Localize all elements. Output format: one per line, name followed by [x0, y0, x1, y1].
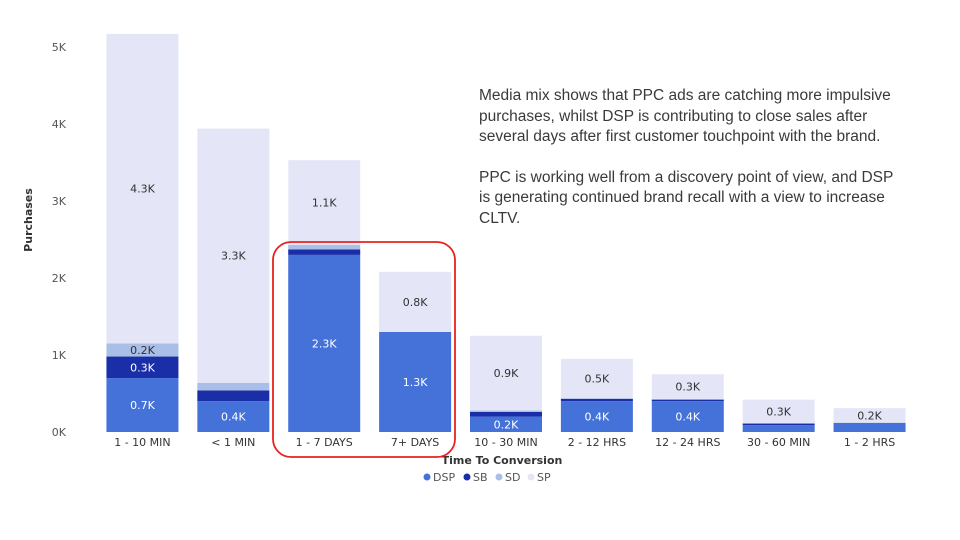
- x-tick-label: 1 - 2 HRS: [844, 436, 895, 449]
- bar-segment-sp: [106, 33, 179, 344]
- data-label: 0.3K: [130, 361, 155, 374]
- x-tick-label: 1 - 10 MIN: [114, 436, 170, 449]
- legend-label-dsp: DSP: [433, 471, 455, 484]
- legend-swatch-dsp: [423, 473, 431, 481]
- data-label: 1.1K: [312, 197, 337, 210]
- data-label: 3.3K: [221, 250, 246, 263]
- bar-segment-dsp: [197, 401, 270, 432]
- bar-segment-sp: [470, 335, 542, 411]
- x-tick-label: 2 - 12 HRS: [568, 436, 626, 449]
- bar-segment-sb: [197, 390, 270, 402]
- bar-segment-sb: [560, 398, 633, 402]
- y-tick-label: 4K: [52, 118, 67, 131]
- bar-segment-sb: [288, 249, 361, 255]
- data-labels: 0.7K 0.3K 0.2K 4.3K 0.4K 3.3K 2.3K 1.1K 1.3K 0.8K…: [130, 183, 883, 432]
- data-label: 0.2K: [130, 344, 155, 357]
- legend-label-sd: SD: [505, 471, 520, 484]
- bar-segment-sd: [560, 398, 633, 399]
- bar-segment-sp: [833, 408, 906, 423]
- data-label: 0.2K: [494, 418, 519, 431]
- bar-segment-dsp: [560, 401, 633, 432]
- x-tick-label: 7+ DAYS: [391, 436, 439, 449]
- x-axis-ticks: 1 - 10 MIN < 1 MIN 1 - 7 DAYS 7+ DAYS 10 - 3…: [114, 436, 895, 449]
- y-axis-title: Purchases: [22, 188, 35, 252]
- bar-segment-sb: [470, 411, 542, 417]
- bar-groups: [106, 33, 906, 432]
- legend-swatch-sp: [527, 473, 535, 481]
- bar-segment-dsp: [651, 401, 724, 432]
- data-label: 0.2K: [857, 409, 882, 422]
- data-label: 0.9K: [494, 367, 519, 380]
- y-tick-label: 5K: [52, 41, 67, 54]
- bar-segment-dsp: [833, 422, 906, 432]
- data-label: 0.8K: [403, 296, 428, 309]
- bar-segment-dsp: [742, 425, 815, 432]
- x-tick-label: 12 - 24 HRS: [655, 436, 720, 449]
- annotation-text-box: Media mix shows that PPC ads are catchin…: [479, 86, 899, 249]
- data-label: 0.4K: [675, 411, 700, 424]
- bar-segment-sd: [288, 244, 361, 250]
- data-label: 0.3K: [766, 406, 791, 419]
- bar-segment-sb: [651, 399, 724, 402]
- bar-segment-sp: [288, 160, 361, 245]
- legend: DSP SB SD SP: [423, 471, 551, 484]
- y-tick-label: 3K: [52, 195, 67, 208]
- bar-segment-sp: [379, 271, 452, 332]
- bar-segment-dsp: [470, 416, 542, 432]
- bar-segment-dsp: [379, 331, 452, 432]
- data-label: 0.5K: [585, 372, 610, 385]
- y-tick-label: 2K: [52, 272, 67, 285]
- data-label: 4.3K: [130, 183, 155, 196]
- x-axis-title: Time To Conversion: [442, 454, 563, 467]
- data-label: 0.4K: [221, 411, 246, 424]
- y-tick-label: 0K: [52, 426, 67, 439]
- data-label: 0.4K: [585, 411, 610, 424]
- x-tick-label: 10 - 30 MIN: [474, 436, 537, 449]
- bar-segment-sd: [651, 398, 724, 400]
- highlight-box: [272, 241, 456, 458]
- legend-label-sb: SB: [473, 471, 488, 484]
- data-label: 0.7K: [130, 399, 155, 412]
- bar-segment-dsp: [288, 254, 361, 432]
- bar-segment-sp: [560, 358, 633, 399]
- bar-segment-sp: [742, 399, 815, 424]
- bar-segment-dsp: [106, 378, 179, 432]
- bar-segment-sb: [742, 423, 815, 426]
- bar-segment-sd: [197, 382, 270, 391]
- bar-segment-sd: [470, 410, 542, 412]
- legend-swatch-sb: [463, 473, 471, 481]
- legend-swatch-sd: [495, 473, 503, 481]
- data-label: 2.3K: [312, 337, 337, 350]
- bar-segment-sp: [651, 374, 724, 399]
- data-label: 0.3K: [675, 381, 700, 394]
- bar-segment-sd: [106, 343, 179, 357]
- x-tick-label: 30 - 60 MIN: [747, 436, 810, 449]
- y-tick-label: 1K: [52, 349, 67, 362]
- bar-segment-sp: [197, 128, 270, 383]
- data-label: 1.3K: [403, 376, 428, 389]
- annotation-paragraph-2: PPC is working well from a discovery poi…: [479, 168, 894, 227]
- bar-segment-sb: [106, 356, 179, 379]
- x-tick-label: 1 - 7 DAYS: [296, 436, 353, 449]
- y-axis-ticks: 0K 1K 2K 3K 4K 5K: [52, 41, 67, 439]
- legend-label-sp: SP: [537, 471, 551, 484]
- annotation-paragraph-1: Media mix shows that PPC ads are catchin…: [479, 87, 891, 145]
- x-tick-label: < 1 MIN: [211, 436, 255, 449]
